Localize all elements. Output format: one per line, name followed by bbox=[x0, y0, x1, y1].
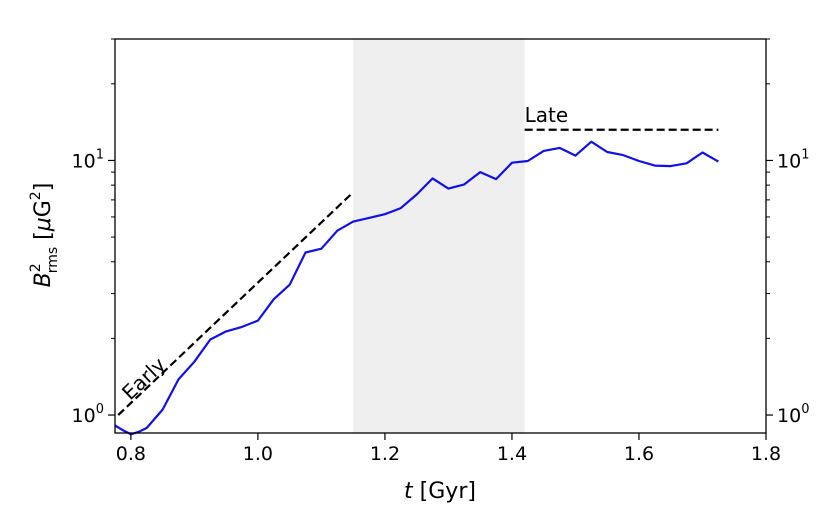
shaded-region-layer bbox=[353, 39, 525, 433]
x-tick-label: 1.2 bbox=[370, 443, 400, 465]
annotation-label-late: Late bbox=[525, 103, 569, 127]
x-tick-label: 0.8 bbox=[116, 443, 146, 465]
axes-layer: 0.8 1.0 1.2 1.4 1.6 1.8 100 100 101 101 bbox=[72, 38, 809, 465]
shaded-region bbox=[353, 39, 525, 433]
plot-frame bbox=[114, 38, 767, 434]
x-tick-label: 1.4 bbox=[497, 443, 527, 465]
series-line-0 bbox=[114, 140, 719, 436]
annotation-label-early: Early bbox=[117, 352, 170, 404]
y-tick-label-right: 100 bbox=[777, 402, 809, 427]
y-tick-label-right: 101 bbox=[777, 147, 809, 172]
y-axis-label: B2rms [μG2] bbox=[28, 183, 61, 288]
series-layer bbox=[114, 140, 719, 436]
y-tick-label-left: 101 bbox=[72, 147, 104, 172]
y-tick-label-left: 100 bbox=[72, 402, 104, 427]
x-tick-label: 1.0 bbox=[243, 443, 273, 465]
x-axis-label: t [Gyr] bbox=[404, 479, 476, 504]
x-tick-label: 1.8 bbox=[751, 443, 781, 465]
x-tick-label: 1.6 bbox=[624, 443, 654, 465]
annotation-line-early bbox=[117, 191, 354, 416]
